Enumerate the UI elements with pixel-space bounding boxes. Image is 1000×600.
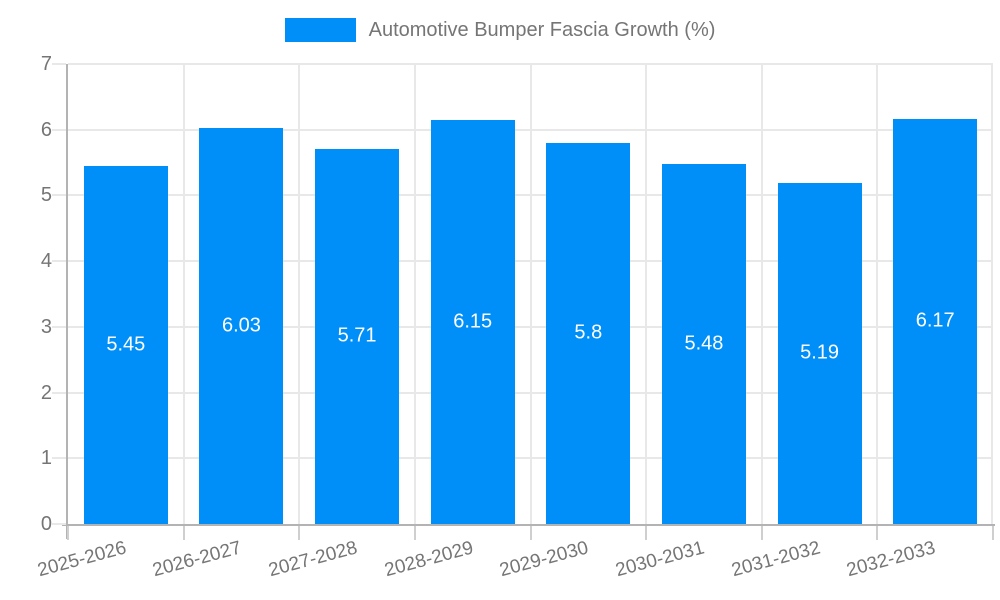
bar-2028-2029[interactable]: 6.15	[430, 119, 515, 524]
y-axis-tick-label: 1	[40, 447, 52, 470]
y-axis-labels: 0 1 2 3 4 5 6 7	[0, 53, 52, 535]
y-tick-mark	[52, 457, 66, 460]
y-axis-tick-label: 5	[40, 184, 52, 207]
y-tick-mark	[52, 523, 66, 525]
y-axis-tick-label: 0	[40, 513, 52, 535]
bar-2031-2032[interactable]: 5.19	[777, 182, 862, 524]
bar-value-label: 5.71	[337, 324, 377, 347]
gridline-vertical	[645, 64, 648, 524]
chart-legend[interactable]: Automotive Bumper Fascia Growth (%)	[0, 17, 1000, 43]
bar-2026-2027[interactable]: 6.03	[199, 127, 284, 524]
x-tick-mark	[67, 526, 69, 540]
legend-swatch	[284, 18, 356, 42]
bar-value-label: 6.03	[221, 314, 261, 337]
y-axis-tick-label: 2	[40, 381, 52, 404]
y-axis-tick-label: 3	[40, 315, 52, 338]
y-tick-mark	[52, 325, 66, 328]
bar-value-label: 5.8	[574, 321, 603, 344]
gridline-vertical	[413, 64, 416, 524]
plot-area: 5.45 6.03 5.71 6.15 5.8 5.48 5.19 6.17 2025-2026…	[35, 63, 995, 581]
bar-2030-2031[interactable]: 5.48	[661, 163, 746, 524]
bar-value-label: 6.15	[453, 310, 493, 333]
y-tick-mark	[52, 128, 66, 131]
y-tick-mark	[52, 63, 66, 65]
y-tick-mark	[52, 391, 66, 394]
bar-value-label: 5.48	[684, 332, 724, 355]
x-axis-line	[62, 524, 995, 526]
y-axis-tick-label: 4	[40, 250, 52, 273]
x-tick-mark	[992, 526, 994, 540]
bar-value-label: 6.17	[915, 309, 955, 332]
bar-value-label: 5.19	[800, 341, 840, 364]
x-tick-mark	[876, 526, 879, 540]
gridline-vertical	[876, 64, 879, 524]
y-axis-line	[66, 64, 68, 539]
y-axis-tick-label: 6	[40, 118, 52, 141]
y-tick-mark	[52, 260, 66, 263]
gridline-vertical	[529, 64, 532, 524]
legend-label: Automotive Bumper Fascia Growth (%)	[368, 18, 716, 41]
y-axis-tick-label: 7	[40, 53, 52, 75]
x-tick-mark	[298, 526, 301, 540]
bar-value-label: 5.45	[106, 333, 146, 356]
bar-2027-2028[interactable]: 5.71	[315, 148, 400, 524]
x-tick-mark	[760, 526, 763, 540]
bar-2025-2026[interactable]: 5.45	[83, 165, 168, 524]
gridline-vertical	[991, 64, 993, 524]
x-tick-mark	[529, 526, 532, 540]
x-tick-mark	[645, 526, 648, 540]
gridline-vertical	[182, 64, 185, 524]
x-tick-mark	[182, 526, 185, 540]
y-tick-mark	[52, 194, 66, 197]
bar-2032-2033[interactable]: 6.17	[893, 118, 978, 524]
bar-2029-2030[interactable]: 5.8	[546, 142, 631, 524]
gridline-vertical	[298, 64, 301, 524]
x-tick-mark	[413, 526, 416, 540]
gridline-vertical	[760, 64, 763, 524]
